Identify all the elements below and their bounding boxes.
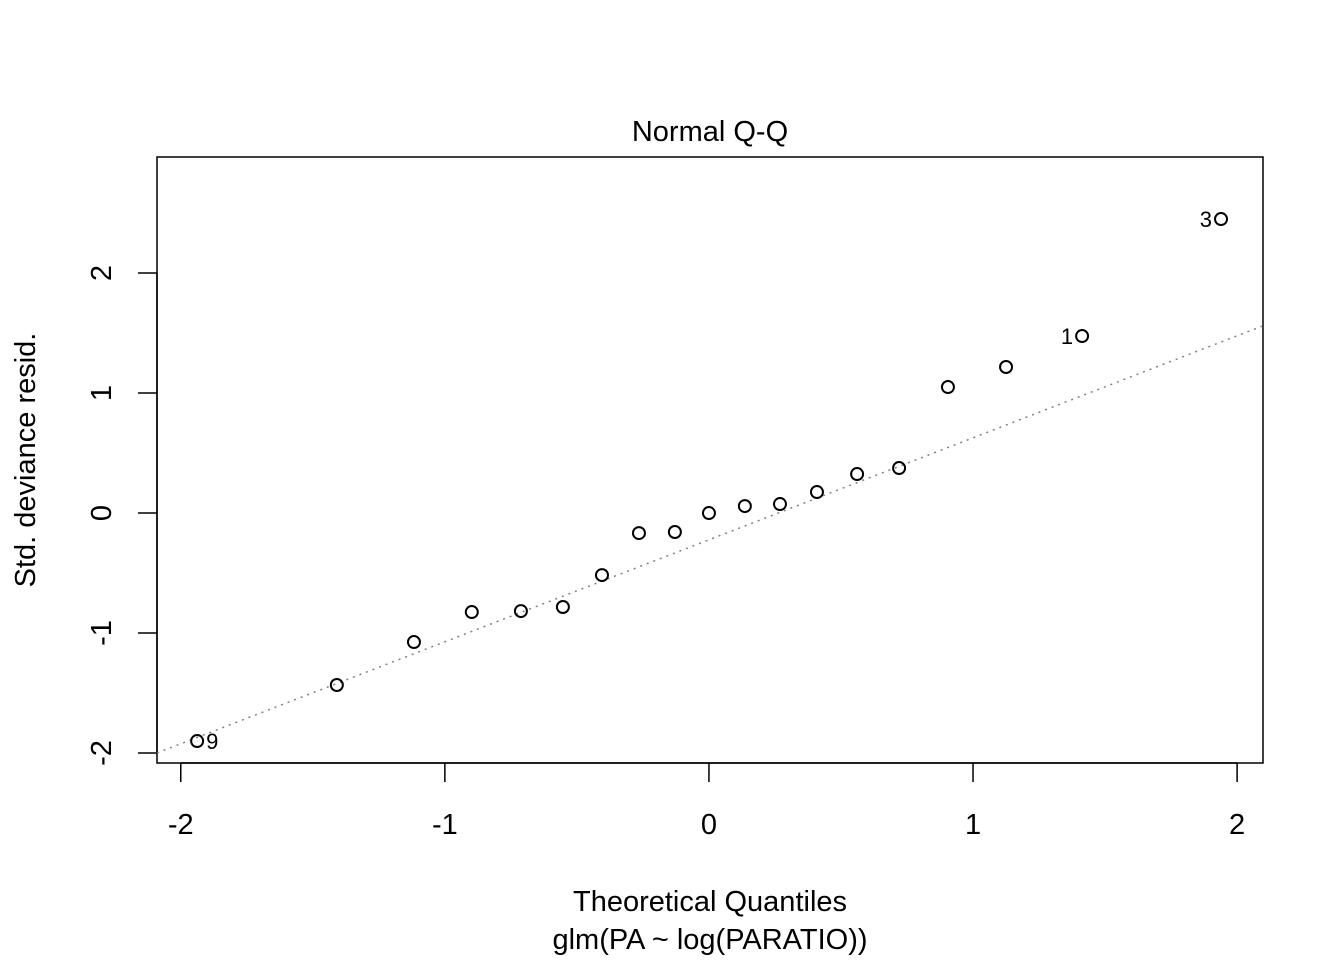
x-tick-label: 0 xyxy=(701,809,717,841)
data-point xyxy=(464,605,479,620)
data-point xyxy=(701,506,716,521)
y-tick-label: -1 xyxy=(86,620,118,646)
data-point xyxy=(1075,329,1090,344)
data-point xyxy=(667,525,682,539)
data-point xyxy=(631,526,646,541)
point-label: 3 xyxy=(1200,207,1212,232)
x-tick-label: -2 xyxy=(168,809,194,841)
data-point xyxy=(555,600,570,614)
data-point xyxy=(737,499,752,514)
data-point xyxy=(594,568,609,583)
data-point xyxy=(1214,212,1229,227)
data-point xyxy=(892,461,907,476)
x-tick-label: 1 xyxy=(965,809,981,841)
x-tick-label: 2 xyxy=(1229,809,1245,841)
data-point xyxy=(513,604,528,619)
data-point xyxy=(406,635,421,650)
data-point xyxy=(809,485,824,500)
chart-title: Normal Q-Q xyxy=(632,116,788,148)
x-axis-label: Theoretical Quantiles xyxy=(573,886,847,918)
point-label: 9 xyxy=(206,729,218,754)
data-point xyxy=(190,734,205,749)
data-point xyxy=(772,497,787,512)
y-tick-label: 2 xyxy=(86,265,118,281)
y-tick-label: 0 xyxy=(86,505,118,521)
x-tick-label: -1 xyxy=(432,809,458,841)
y-tick-label: 1 xyxy=(86,385,118,401)
y-axis-label: Std. deviance resid. xyxy=(10,333,42,588)
qq-reference-line xyxy=(156,325,1264,754)
data-point xyxy=(940,380,955,395)
data-point xyxy=(850,467,865,482)
data-point xyxy=(999,360,1014,374)
point-label: 1 xyxy=(1061,324,1073,349)
y-tick-label: -2 xyxy=(86,740,118,766)
x-axis-sublabel: glm(PA ~ log(PARATIO)) xyxy=(552,924,867,956)
plot-frame xyxy=(156,156,1264,764)
data-point xyxy=(329,678,344,692)
